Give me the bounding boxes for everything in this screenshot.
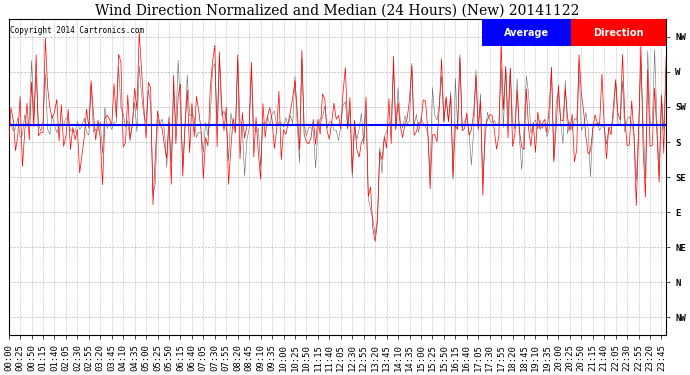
Title: Wind Direction Normalized and Median (24 Hours) (New) 20141122: Wind Direction Normalized and Median (24… [95,4,580,18]
FancyBboxPatch shape [571,20,666,46]
FancyBboxPatch shape [482,20,571,46]
Text: Copyright 2014 Cartronics.com: Copyright 2014 Cartronics.com [10,26,144,34]
Text: Direction: Direction [593,28,643,38]
Text: Average: Average [504,28,549,38]
